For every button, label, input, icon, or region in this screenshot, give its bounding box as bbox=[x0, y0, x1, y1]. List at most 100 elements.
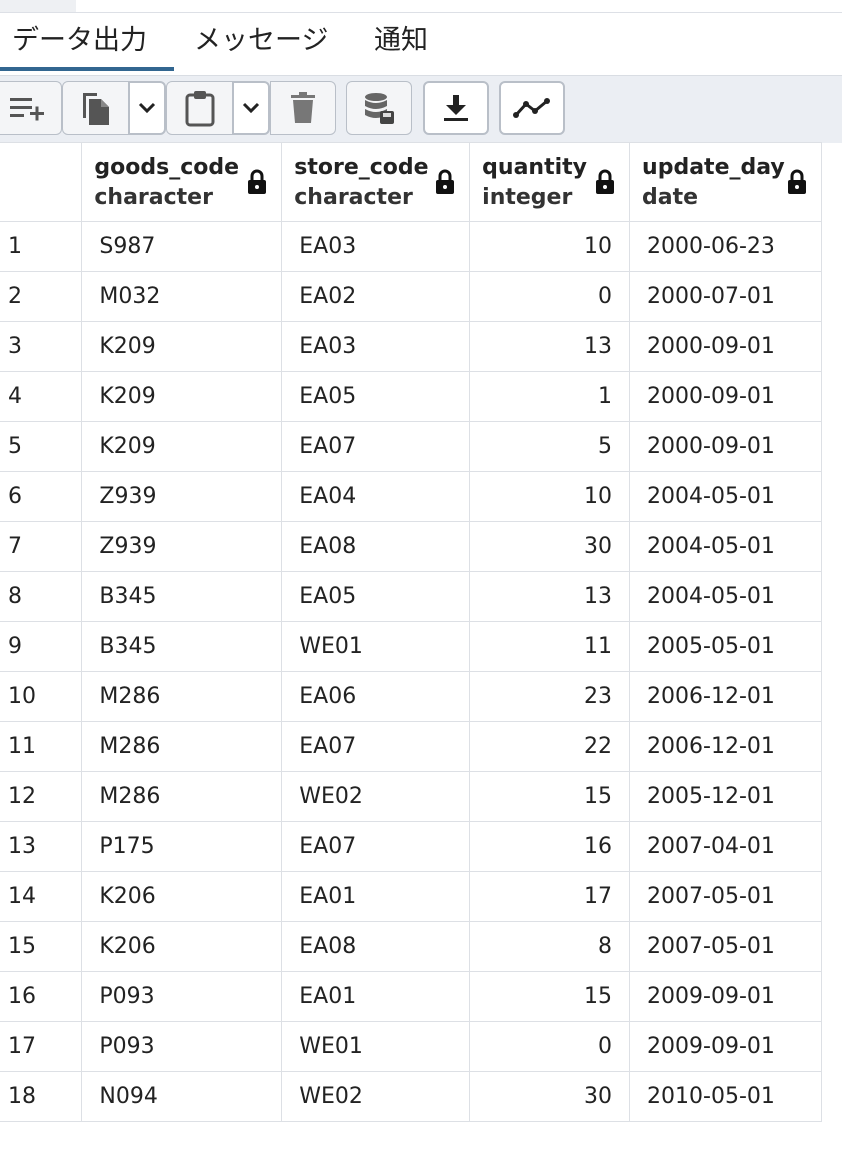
tab-data-output[interactable]: データ出力 bbox=[0, 13, 174, 71]
store-code-cell[interactable]: EA07 bbox=[281, 721, 471, 772]
table-row[interactable]: 10 M286 EA06 23 2006-12-01 bbox=[0, 671, 822, 722]
quantity-cell[interactable]: 16 bbox=[469, 821, 631, 872]
table-row[interactable]: 6 Z939 EA04 10 2004-05-01 bbox=[0, 471, 822, 522]
store-code-cell[interactable]: EA05 bbox=[281, 571, 471, 622]
store-code-cell[interactable]: EA08 bbox=[281, 521, 471, 572]
update-day-cell[interactable]: 2000-09-01 bbox=[629, 371, 822, 422]
row-number[interactable]: 10 bbox=[0, 671, 83, 722]
goods-code-cell[interactable]: K206 bbox=[81, 921, 283, 972]
quantity-cell[interactable]: 0 bbox=[469, 271, 631, 322]
update-day-cell[interactable]: 2000-09-01 bbox=[629, 321, 822, 372]
panel-tab-stub[interactable] bbox=[0, 0, 76, 12]
table-row[interactable]: 17 P093 WE01 0 2009-09-01 bbox=[0, 1021, 822, 1072]
store-code-cell[interactable]: EA01 bbox=[281, 871, 471, 922]
table-row[interactable]: 12 M286 WE02 15 2005-12-01 bbox=[0, 771, 822, 822]
update-day-cell[interactable]: 2007-05-01 bbox=[629, 921, 822, 972]
row-number[interactable]: 16 bbox=[0, 971, 83, 1022]
quantity-cell[interactable]: 15 bbox=[469, 971, 631, 1022]
download-button[interactable] bbox=[423, 81, 489, 135]
update-day-cell[interactable]: 2009-09-01 bbox=[629, 1021, 822, 1072]
table-row[interactable]: 13 P175 EA07 16 2007-04-01 bbox=[0, 821, 822, 872]
update-day-cell[interactable]: 2005-12-01 bbox=[629, 771, 822, 822]
goods-code-cell[interactable]: K209 bbox=[81, 371, 283, 422]
update-day-cell[interactable]: 2007-05-01 bbox=[629, 871, 822, 922]
store-code-cell[interactable]: EA07 bbox=[281, 821, 471, 872]
table-row[interactable]: 14 K206 EA01 17 2007-05-01 bbox=[0, 871, 822, 922]
update-day-cell[interactable]: 2000-07-01 bbox=[629, 271, 822, 322]
table-row[interactable]: 16 P093 EA01 15 2009-09-01 bbox=[0, 971, 822, 1022]
update-day-cell[interactable]: 2007-04-01 bbox=[629, 821, 822, 872]
row-number[interactable]: 14 bbox=[0, 871, 83, 922]
quantity-cell[interactable]: 5 bbox=[469, 421, 631, 472]
column-header-update-day[interactable]: update_day date bbox=[629, 142, 822, 222]
quantity-cell[interactable]: 30 bbox=[469, 521, 631, 572]
store-code-cell[interactable]: WE02 bbox=[281, 1071, 471, 1122]
store-code-cell[interactable]: EA05 bbox=[281, 371, 471, 422]
quantity-cell[interactable]: 13 bbox=[469, 321, 631, 372]
quantity-cell[interactable]: 17 bbox=[469, 871, 631, 922]
store-code-cell[interactable]: WE01 bbox=[281, 1021, 471, 1072]
table-row[interactable]: 5 K209 EA07 5 2000-09-01 bbox=[0, 421, 822, 472]
row-number[interactable]: 13 bbox=[0, 821, 83, 872]
quantity-cell[interactable]: 13 bbox=[469, 571, 631, 622]
store-code-cell[interactable]: EA07 bbox=[281, 421, 471, 472]
delete-button[interactable] bbox=[270, 81, 336, 135]
goods-code-cell[interactable]: M286 bbox=[81, 771, 283, 822]
quantity-cell[interactable]: 30 bbox=[469, 1071, 631, 1122]
quantity-cell[interactable]: 0 bbox=[469, 1021, 631, 1072]
quantity-cell[interactable]: 23 bbox=[469, 671, 631, 722]
goods-code-cell[interactable]: B345 bbox=[81, 571, 283, 622]
quantity-cell[interactable]: 10 bbox=[469, 471, 631, 522]
column-header-store-code[interactable]: store_code character bbox=[281, 142, 471, 222]
quantity-cell[interactable]: 1 bbox=[469, 371, 631, 422]
goods-code-cell[interactable]: B345 bbox=[81, 621, 283, 672]
row-number[interactable]: 4 bbox=[0, 371, 83, 422]
row-number-header[interactable] bbox=[0, 142, 83, 222]
goods-code-cell[interactable]: P093 bbox=[81, 971, 283, 1022]
goods-code-cell[interactable]: M286 bbox=[81, 721, 283, 772]
store-code-cell[interactable]: EA03 bbox=[281, 321, 471, 372]
store-code-cell[interactable]: EA03 bbox=[281, 221, 471, 272]
quantity-cell[interactable]: 15 bbox=[469, 771, 631, 822]
update-day-cell[interactable]: 2006-12-01 bbox=[629, 671, 822, 722]
update-day-cell[interactable]: 2004-05-01 bbox=[629, 571, 822, 622]
store-code-cell[interactable]: EA01 bbox=[281, 971, 471, 1022]
row-number[interactable]: 9 bbox=[0, 621, 83, 672]
goods-code-cell[interactable]: Z939 bbox=[81, 521, 283, 572]
goods-code-cell[interactable]: Z939 bbox=[81, 471, 283, 522]
table-row[interactable]: 4 K209 EA05 1 2000-09-01 bbox=[0, 371, 822, 422]
goods-code-cell[interactable]: M286 bbox=[81, 671, 283, 722]
update-day-cell[interactable]: 2009-09-01 bbox=[629, 971, 822, 1022]
tab-notifications[interactable]: 通知 bbox=[374, 25, 428, 56]
goods-code-cell[interactable]: K209 bbox=[81, 421, 283, 472]
table-row[interactable]: 3 K209 EA03 13 2000-09-01 bbox=[0, 321, 822, 372]
update-day-cell[interactable]: 2004-05-01 bbox=[629, 471, 822, 522]
table-row[interactable]: 9 B345 WE01 11 2005-05-01 bbox=[0, 621, 822, 672]
table-row[interactable]: 8 B345 EA05 13 2004-05-01 bbox=[0, 571, 822, 622]
save-data-button[interactable] bbox=[346, 81, 412, 135]
update-day-cell[interactable]: 2004-05-01 bbox=[629, 521, 822, 572]
table-row[interactable]: 7 Z939 EA08 30 2004-05-01 bbox=[0, 521, 822, 572]
column-header-quantity[interactable]: quantity integer bbox=[469, 142, 631, 222]
row-number[interactable]: 2 bbox=[0, 271, 83, 322]
row-number[interactable]: 11 bbox=[0, 721, 83, 772]
add-row-button[interactable] bbox=[0, 81, 62, 135]
table-row[interactable]: 1 S987 EA03 10 2000-06-23 bbox=[0, 221, 822, 272]
row-number[interactable]: 8 bbox=[0, 571, 83, 622]
row-number[interactable]: 7 bbox=[0, 521, 83, 572]
table-row[interactable]: 11 M286 EA07 22 2006-12-01 bbox=[0, 721, 822, 772]
quantity-cell[interactable]: 11 bbox=[469, 621, 631, 672]
column-header-goods-code[interactable]: goods_code character bbox=[81, 142, 283, 222]
store-code-cell[interactable]: WE02 bbox=[281, 771, 471, 822]
goods-code-cell[interactable]: N094 bbox=[81, 1071, 283, 1122]
table-row[interactable]: 2 M032 EA02 0 2000-07-01 bbox=[0, 271, 822, 322]
update-day-cell[interactable]: 2000-06-23 bbox=[629, 221, 822, 272]
store-code-cell[interactable]: EA04 bbox=[281, 471, 471, 522]
goods-code-cell[interactable]: P175 bbox=[81, 821, 283, 872]
store-code-cell[interactable]: EA06 bbox=[281, 671, 471, 722]
paste-button[interactable] bbox=[166, 81, 234, 135]
goods-code-cell[interactable]: M032 bbox=[81, 271, 283, 322]
copy-options-dropdown[interactable] bbox=[128, 81, 166, 135]
update-day-cell[interactable]: 2000-09-01 bbox=[629, 421, 822, 472]
goods-code-cell[interactable]: S987 bbox=[81, 221, 283, 272]
